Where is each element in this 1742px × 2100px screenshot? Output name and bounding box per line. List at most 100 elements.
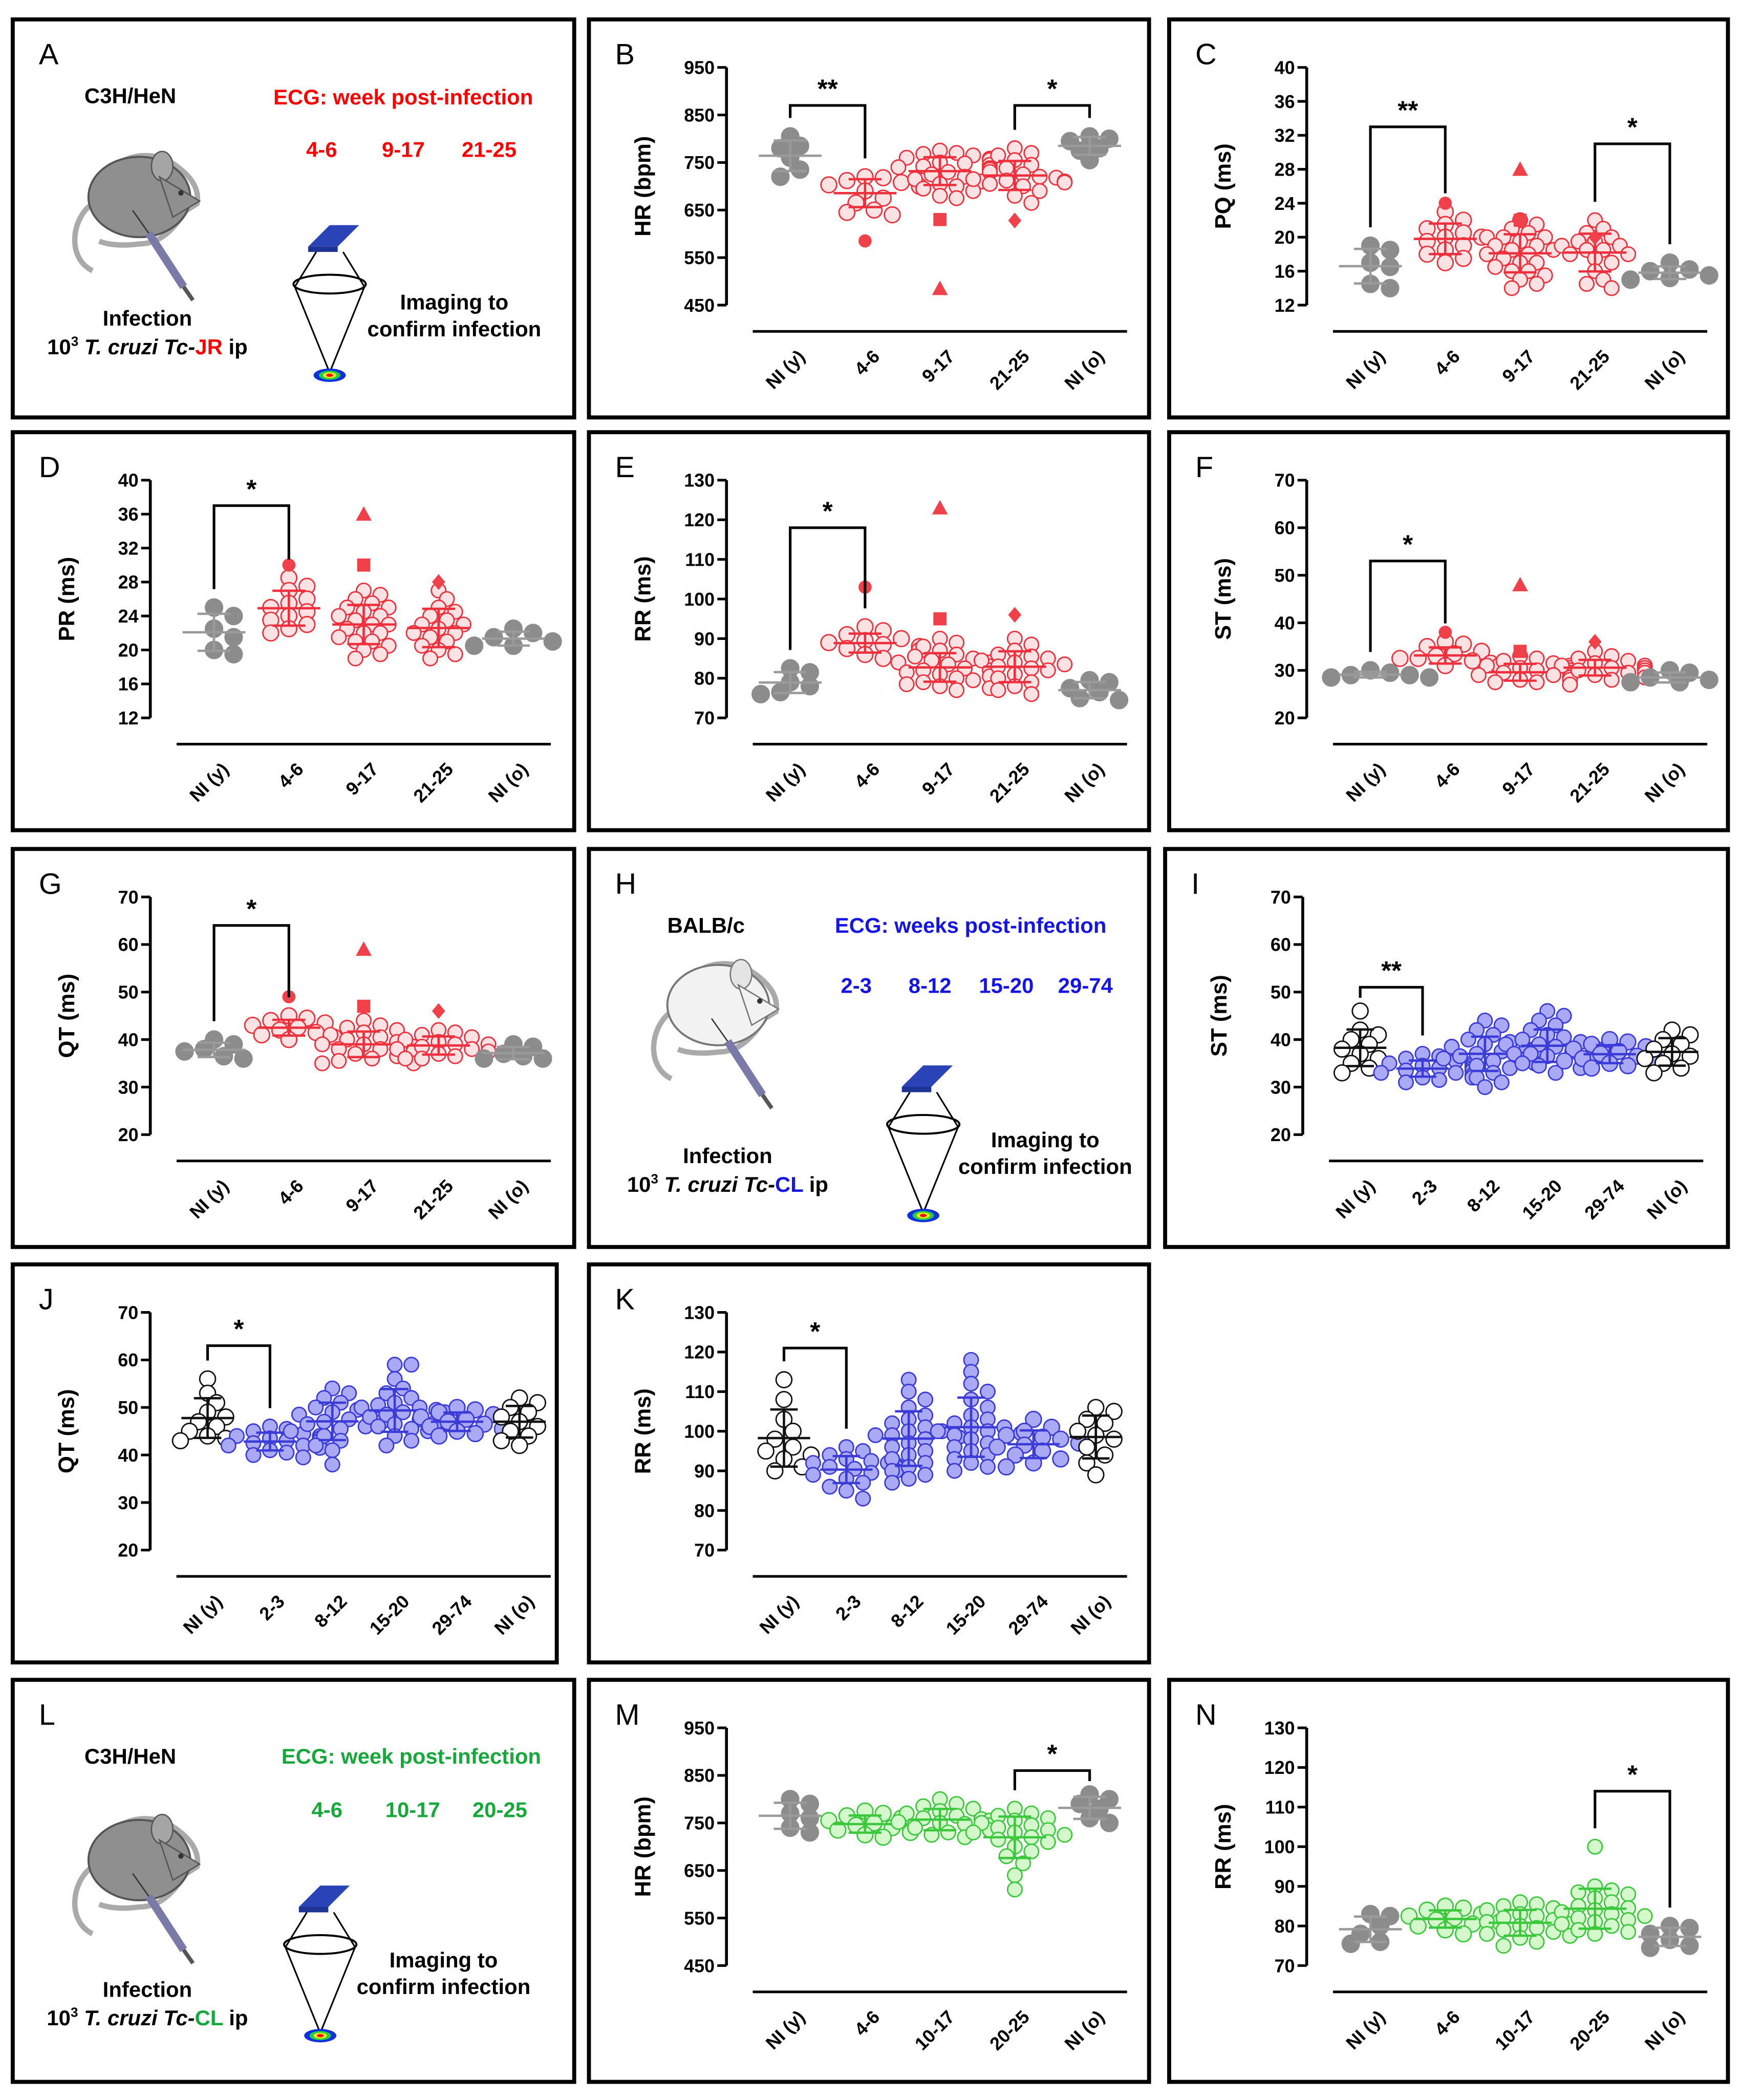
y-tick-label: 100 (684, 589, 715, 610)
panel-letter: E (615, 450, 635, 484)
data-point (514, 1047, 533, 1066)
x-category-label: 4-6 (1430, 346, 1464, 379)
chart-pr: 12 16 20 24 28 32 36 40 PR (ms) NI (y) 4-6 9-17 21-2… (55, 470, 562, 806)
y-axis-title: ST (ms) (1211, 558, 1236, 640)
week-label: 8-12 (908, 975, 952, 999)
outlier-circle (1438, 197, 1452, 210)
data-point (447, 1048, 463, 1064)
y-tick-label: 70 (1271, 887, 1291, 908)
syringe-barrel (145, 1894, 187, 1953)
data-point (820, 176, 837, 194)
panel-letter: K (615, 1282, 635, 1316)
data-point (1452, 1048, 1468, 1064)
y-tick-label: 60 (118, 934, 139, 955)
y-tick-label: 50 (1275, 565, 1295, 586)
outlier-triangle (932, 500, 948, 515)
mouse-strain: C3H/HeN (84, 1746, 177, 1769)
x-category-label: 21-25 (409, 1175, 457, 1224)
y-tick-label: 20 (118, 639, 139, 660)
chart-rr-cl: 70 80 90 100 110 120 130 RR (ms) NI (y) 4-6 10-17 2… (1211, 1718, 1708, 2054)
data-point (253, 1026, 270, 1044)
data-point (1531, 1058, 1547, 1074)
data-point (855, 1490, 871, 1507)
x-category-label: 9-17 (918, 759, 959, 800)
significance-stars: * (1047, 74, 1057, 103)
data-point (171, 1432, 189, 1450)
x-category-label: 20-25 (985, 2006, 1034, 2054)
significance-bracket (1369, 125, 1447, 228)
signal-core (920, 1214, 927, 1217)
y-tick-label: 70 (694, 1540, 715, 1561)
x-category-label: NI (y) (762, 2006, 809, 2053)
data-point (262, 624, 279, 642)
outlier-square (933, 612, 947, 626)
x-category-label: NI (y) (762, 346, 809, 393)
data-point (930, 1423, 946, 1440)
significance-stars: * (1627, 113, 1638, 142)
y-tick-label: 36 (1275, 91, 1295, 112)
x-category-label: NI (y) (1342, 2006, 1389, 2053)
x-category-label: 29-74 (427, 1591, 476, 1639)
data-point (1579, 276, 1595, 292)
data-point (324, 1442, 340, 1459)
data-point (1031, 183, 1048, 199)
data-point (331, 608, 347, 624)
significance-bracket (212, 504, 290, 589)
data-point (1431, 1072, 1447, 1088)
data-point (295, 1449, 311, 1466)
x-category-label: 9-17 (918, 346, 959, 387)
imaging-device-icon (283, 1885, 358, 2043)
data-point (838, 204, 856, 221)
data-point (1460, 1032, 1476, 1048)
data-point (543, 632, 562, 651)
panel-b: B 450 550 650 750 850 950 HR (bpm) NI (y) 4-6 9-1… (587, 17, 1151, 420)
outlier-diamond (432, 574, 445, 590)
ecg-title: ECG: week post-infection (281, 1746, 542, 1769)
imaging-label: Imaging to (991, 1129, 1100, 1153)
data-point (1636, 1049, 1654, 1067)
y-tick-label: 130 (1264, 1718, 1295, 1739)
data-point (1700, 266, 1718, 285)
data-point (949, 682, 965, 698)
syringe-needle (132, 210, 149, 234)
data-point (492, 1432, 510, 1450)
x-category-label: 2-3 (831, 1591, 865, 1624)
outlier-triangle (356, 941, 372, 956)
y-tick-label: 550 (684, 1908, 715, 1928)
data-point (1435, 1051, 1452, 1067)
data-point (1025, 1410, 1042, 1428)
panel-a: A C3H/HeN ECG: week post-infection 4-6 9… (10, 17, 576, 420)
data-point (990, 1831, 1006, 1848)
y-axis-title: QT (ms) (55, 974, 79, 1058)
data-point (1023, 1843, 1040, 1860)
data-point (838, 1483, 854, 1499)
significance-stars: * (246, 894, 256, 923)
data-point (1333, 1064, 1351, 1082)
data-point (1371, 1916, 1390, 1936)
significance-bracket (206, 1344, 271, 1408)
y-axis-title: ST (ms) (1207, 975, 1232, 1057)
panel-letter: N (1195, 1698, 1217, 1732)
mouse-tail (72, 1816, 201, 1937)
data-point (1023, 660, 1040, 677)
significance-stars: * (823, 496, 833, 525)
data-point (1078, 1438, 1095, 1456)
outlier-diamond (432, 1003, 445, 1019)
data-point (997, 1426, 1015, 1444)
mouse-tail (651, 961, 779, 1081)
x-category-label: NI (o) (1641, 346, 1689, 394)
data-point (1322, 668, 1341, 687)
y-tick-label: 120 (684, 509, 715, 530)
syringe-needle (711, 1018, 728, 1042)
y-tick-label: 110 (1265, 1797, 1295, 1818)
significance-stars: * (233, 1314, 244, 1343)
y-axis-title: HR (bpm) (631, 1796, 655, 1897)
data-point (874, 169, 892, 186)
data-point (822, 1459, 838, 1475)
y-tick-label: 20 (118, 1540, 138, 1561)
data-point (775, 1390, 793, 1408)
infection-dose: 103 T. cruzi Tc-CL ip (627, 1172, 828, 1198)
significance-bracket (1594, 142, 1671, 245)
data-point (1620, 1924, 1637, 1940)
data-point (1436, 254, 1454, 271)
